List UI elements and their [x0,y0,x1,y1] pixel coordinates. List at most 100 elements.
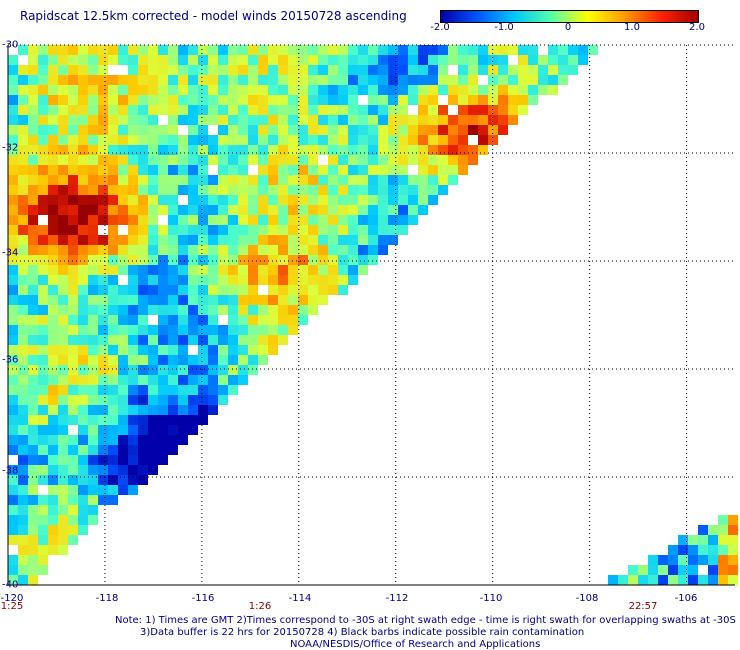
data-cell [378,95,388,105]
data-cell [78,245,88,255]
data-cell [8,185,18,195]
data-cell [128,435,138,445]
data-cell [68,495,78,505]
data-cell [98,365,108,375]
data-cell [178,115,188,125]
data-cell [258,325,268,335]
data-cell [158,405,168,415]
data-cell [268,235,278,245]
data-cell [358,145,368,155]
data-cell [178,305,188,315]
data-cell [308,255,318,265]
data-cell [328,55,338,65]
data-cell [138,235,148,245]
data-cell [178,415,188,425]
data-cell [68,185,78,195]
data-cell [188,275,198,285]
data-cell [48,85,58,95]
data-cell [348,145,358,155]
data-cell [408,115,418,125]
data-cell [58,245,68,255]
data-cell [38,525,48,535]
data-cell [28,325,38,335]
data-cell [28,95,38,105]
data-cell [78,215,88,225]
data-cell [38,245,48,255]
data-cell [258,145,268,155]
data-cell [208,105,218,115]
data-cell [278,75,288,85]
data-cell [8,445,18,455]
data-cell [268,185,278,195]
data-cell [118,485,128,495]
data-cell [8,55,18,65]
data-cell [108,465,118,475]
data-cell [328,235,338,245]
data-cell [328,115,338,125]
note-line: NOAA/NESDIS/Office of Research and Appli… [290,639,541,650]
data-cell [288,305,298,315]
data-cell [238,225,248,235]
data-cell [448,155,458,165]
data-cell [428,195,438,205]
data-cell [48,215,58,225]
data-cell [538,85,548,95]
data-cell [198,405,208,415]
data-cell [208,315,218,325]
data-cell [238,125,248,135]
data-cell [118,85,128,95]
data-cell [158,335,168,345]
data-cell [188,405,198,415]
data-cell [18,295,28,305]
data-cell [178,425,188,435]
data-cell [188,315,198,325]
data-cell [158,385,168,395]
data-cell [18,515,28,525]
data-cell [478,145,488,155]
data-cell [38,325,48,335]
data-cell [98,65,108,75]
data-cell [88,285,98,295]
data-cell [178,325,188,335]
data-cell [68,195,78,205]
data-cell [208,285,218,295]
data-cell [78,195,88,205]
data-cell [128,115,138,125]
data-cell [78,435,88,445]
data-cell [78,315,88,325]
data-cell [38,555,48,565]
data-cell [208,295,218,305]
data-cell [178,165,188,175]
data-cell [78,155,88,165]
data-cell [98,495,108,505]
data-cell [188,95,198,105]
data-cell [48,125,58,135]
data-cell [68,295,78,305]
data-cell [168,385,178,395]
data-cell [88,145,98,155]
data-cell [318,45,328,55]
data-cell [138,315,148,325]
data-cell [478,45,488,55]
data-cell [458,75,468,85]
data-cell [378,165,388,175]
data-cell [318,55,328,65]
data-cell [288,245,298,255]
data-cell [298,295,308,305]
data-cell [168,45,178,55]
data-cell [68,275,78,285]
data-cell [158,425,168,435]
data-cell [218,155,228,165]
data-cell [318,75,328,85]
data-cell [488,115,498,125]
data-cell [198,415,208,425]
colorbar-tick: 2.0 [689,22,705,33]
data-cell [168,165,178,175]
data-cell [238,325,248,335]
data-cell [28,135,38,145]
data-cell [158,365,168,375]
data-cell [668,575,678,585]
data-cell [28,435,38,445]
lat-label: -36 [2,354,19,366]
data-cell [368,145,378,155]
